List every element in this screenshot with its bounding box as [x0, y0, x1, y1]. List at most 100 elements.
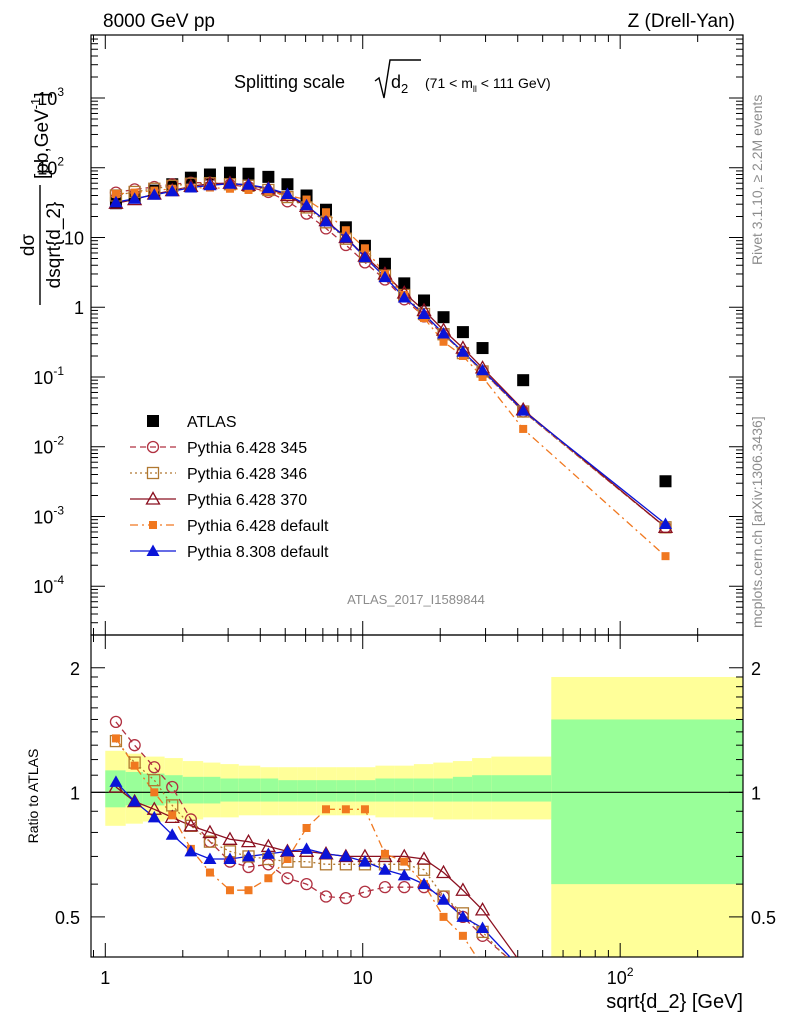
ratio-line-4 [115, 781, 511, 957]
ratio-point-0 [281, 872, 294, 885]
ratio-point-3 [360, 805, 369, 814]
main-point-5 [223, 177, 237, 189]
ratio-point-4 [476, 921, 490, 934]
main-point-5 [242, 178, 256, 190]
legend: ATLAS Pythia 6.428 345 Pythia 6.428 346 Pyt… [130, 414, 329, 561]
sqrt-symbol [374, 59, 421, 99]
legend-label: Pythia 6.428 default [187, 518, 329, 535]
band-inner-6 [220, 778, 239, 802]
main-point-4 [439, 337, 448, 346]
main-point-4 [244, 185, 253, 194]
ratio-point-0 [378, 881, 392, 894]
legend-marker [146, 544, 160, 556]
ytick-base: 10 [33, 577, 53, 597]
main-point-5 [128, 192, 142, 204]
header-right: Z (Drell-Yan) [628, 11, 735, 32]
ratio-point-4 [319, 847, 333, 859]
xtick-label: 1 [100, 968, 110, 988]
main-point-5 [300, 198, 314, 211]
main-point-5 [456, 345, 470, 357]
ratio-point-4 [223, 852, 237, 865]
band-inner-19 [472, 775, 492, 802]
main-point-0 [242, 167, 255, 180]
ratio-point-4 [300, 842, 314, 854]
band-inner-17 [433, 778, 453, 802]
band-inner-13 [355, 780, 376, 802]
main-point-5 [319, 214, 333, 227]
main-point-0 [418, 294, 431, 307]
main-point-5 [417, 307, 431, 320]
xlabel: sqrt{d_2} [GeV] [606, 991, 743, 1013]
ytick-base: 10 [37, 159, 57, 179]
band-inner-7 [238, 778, 261, 802]
main-ytick-label: 10 [64, 228, 84, 248]
band-inner-21 [551, 719, 743, 885]
ratio-point-4 [184, 844, 198, 857]
ytick-exp: 2 [57, 155, 64, 169]
ratio-point-4 [456, 910, 470, 922]
main-ytick-label: 10-3 [33, 503, 64, 527]
ytick-base: 1 [74, 298, 84, 318]
main-point-5 [203, 178, 217, 191]
ratio-point-3 [302, 823, 311, 832]
ratio-point-3 [130, 761, 139, 770]
legend-marker [146, 466, 160, 480]
ratio-point-0 [398, 881, 411, 894]
band-inner-11 [316, 780, 337, 802]
ratio-point-4 [339, 849, 353, 862]
main-point-4 [360, 244, 369, 253]
ratio-point-3 [168, 811, 177, 820]
ratio-point-4 [261, 847, 275, 859]
ytick-base: 10 [64, 228, 84, 248]
main-point-5 [358, 250, 372, 263]
main-ytick-label: 10-4 [33, 573, 64, 597]
ratio-point-2 [222, 831, 238, 845]
ratio-point-4 [378, 863, 392, 875]
ylabel-numerator: dσ [18, 234, 39, 257]
legend-marker [145, 491, 161, 505]
ratio-point-2 [474, 902, 491, 916]
ratio-point-3 [380, 849, 389, 858]
main-point-0 [223, 166, 236, 179]
band-inner-4 [182, 776, 204, 804]
ytick-exp: 3 [57, 85, 64, 99]
ratio-point-0 [358, 885, 372, 898]
title-var: d2 [391, 72, 408, 96]
legend-label: Pythia 6.428 370 [187, 492, 307, 509]
band-inner-16 [413, 778, 434, 802]
analysis-id: ATLAS_2017_I1589844 [347, 592, 485, 607]
main-point-0 [456, 326, 469, 339]
ratio-ytick-label-right: 1 [751, 783, 761, 803]
xtick-label: 102 [607, 965, 634, 988]
ratio-ytick-label: 0.5 [55, 908, 80, 928]
ratio-point-3 [150, 788, 159, 797]
ratio-point-3 [322, 805, 331, 814]
main-point-5 [165, 184, 179, 197]
ylabel-units-exp: -1 [28, 98, 43, 110]
main-point-5 [339, 230, 353, 243]
ratio-point-4 [242, 849, 256, 862]
main-point-5 [378, 270, 392, 283]
ratio-uncertainty-bands [91, 676, 743, 957]
xtick-label: 10 [353, 968, 373, 988]
ratio-line-0 [115, 721, 509, 957]
ratio-ytick-label: 2 [70, 659, 80, 679]
ratio-point-2 [202, 824, 218, 839]
main-line-4 [115, 186, 666, 557]
ytick-exp: -3 [53, 503, 64, 517]
band-inner-9 [278, 780, 298, 802]
chart-title: Splitting scale [234, 72, 345, 92]
band-inner-18 [452, 776, 473, 802]
ratio-point-4 [280, 844, 294, 857]
main-point-0 [262, 170, 275, 183]
ylabel-units-end: ] [32, 92, 53, 97]
main-point-0 [517, 374, 530, 387]
band-inner-15 [394, 778, 414, 802]
ratio-point-0 [148, 761, 161, 774]
legend-label: Pythia 8.308 default [187, 544, 329, 561]
main-point-4 [225, 184, 234, 193]
main-ytick-label: 1 [74, 298, 84, 318]
main-line-2 [115, 182, 666, 528]
main-point-4 [519, 424, 528, 433]
ratio-point-3 [225, 886, 234, 895]
